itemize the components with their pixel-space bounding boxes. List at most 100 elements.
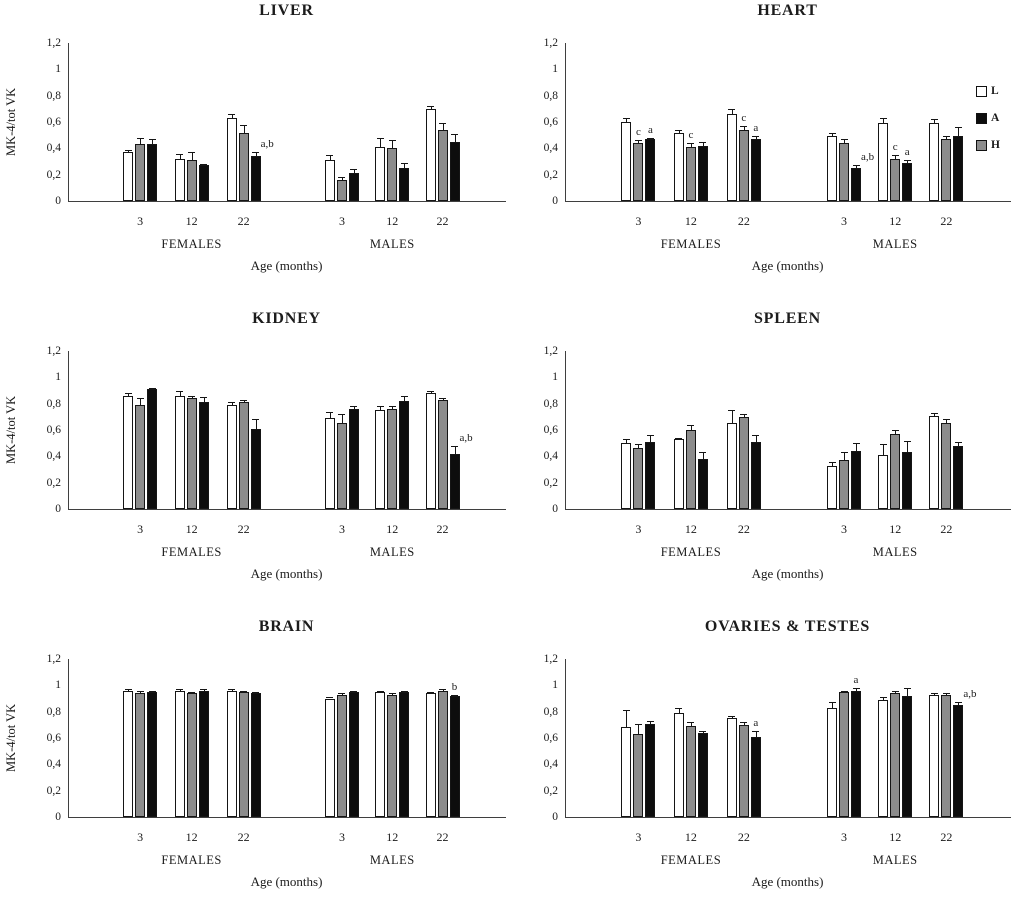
error-bar-cap [228,689,236,691]
error-bar-cap [622,710,630,712]
error-bar-cap [634,723,642,725]
bar-l-males-3 [827,465,837,509]
x-tick-label-age: 12 [684,830,697,844]
bar-h-females-3 [135,404,146,509]
error-bar [380,406,382,411]
error-bar-cap [376,406,384,408]
bar-h-males-12 [387,694,398,817]
bar-h-females-3 [135,144,146,201]
error-bar-cap [646,435,654,437]
y-tick-label: 0,4 [46,758,61,771]
bar-h-males-12 [890,433,901,509]
bar-l-females-3 [123,395,134,509]
error-bar [442,123,444,130]
error-bar [755,136,757,140]
error-bar-cap [388,140,396,142]
bar-a-females-3 [147,389,158,509]
error-bar [329,411,331,419]
error-bar-cap [699,731,707,733]
bar-a-females-3 [147,691,158,817]
error-bar [191,395,193,399]
error-bar [638,140,640,144]
bar-a-males-3 [348,408,359,509]
error-bar-cap [891,430,899,431]
significance-note: a,b [459,431,473,444]
bar-h-females-12 [186,160,197,201]
x-tick-label-age: 12 [684,214,697,228]
section-label-females: FEMALES [660,545,722,559]
y-tick-label: 0,4 [46,450,61,463]
bar-l-females-12 [673,712,684,817]
y-tick-label: 0,6 [543,424,558,436]
x-tick-label-age: 22 [436,830,449,844]
error-bar [454,133,456,142]
error-bar-cap [326,697,334,699]
error-bar-cap [828,461,836,463]
bar-l-females-12 [174,395,185,509]
plot-area [565,43,1011,202]
bar-h-females-12 [186,693,197,817]
bar-h-males-22 [941,423,952,509]
error-bar [454,445,456,454]
error-bar [353,406,355,409]
bar-l-females-22 [726,114,737,201]
bar-a-males-3 [348,173,359,201]
chart-title-liver: LIVER [259,2,314,19]
error-bar [844,139,845,144]
error-bar-cap [188,691,196,693]
y-tick-label: 0,8 [46,397,61,410]
plot-area [68,659,506,818]
error-bar [626,118,628,122]
significance-note: a [753,717,759,730]
legend-item-a: A [976,111,1000,125]
error-bar-cap [188,395,196,397]
bar-a-females-3 [645,723,656,817]
error-bar [128,149,130,153]
y-tick-label: 0,2 [543,168,558,181]
error-bar [140,398,142,405]
error-bar-cap [176,689,184,691]
error-bar [650,720,652,724]
bar-h-females-12 [685,726,696,817]
legend-item-h: H [976,138,1000,152]
x-tick-label-age: 22 [237,830,250,844]
error-bar-cap [326,154,334,156]
bar-a-females-3 [645,139,656,201]
bar-l-females-22 [226,404,237,509]
error-bar-cap [252,419,260,421]
bar-h-females-3 [633,448,644,509]
error-bar-cap [954,127,962,129]
x-tick-label-age: 3 [841,522,847,536]
error-bar [907,687,909,696]
bar-l-males-12 [375,691,386,817]
error-bar [638,723,640,735]
bar-h-females-3 [633,143,644,201]
error-bar [678,129,680,133]
bar-a-females-3 [147,144,158,201]
chart-heart: HEART Age (months) L A H 1,2 1 0,8 0,6 0,4 0,… [512,0,1024,290]
bar-l-males-12 [375,147,386,201]
error-bar-cap [400,395,408,397]
error-bar [231,402,233,405]
error-bar-cap [388,406,396,408]
bar-l-females-22 [726,718,737,817]
plot-area [68,43,506,202]
bar-h-females-22 [238,691,249,817]
error-bar [743,722,745,725]
error-bar-cap [840,690,848,692]
error-bar [140,690,142,694]
bar-a-females-22 [250,693,261,817]
bar-l-females-3 [621,727,632,817]
error-bar-cap [675,129,683,131]
error-bar [430,106,432,109]
y-tick-label: 0 [55,811,61,823]
chart-spleen: SPLEEN Age (months) 1,2 1 0,8 0,6 0,4 0,2 0 3 12… [512,308,1024,598]
x-tick-label-age: 3 [338,522,345,536]
error-bar-cap [451,694,458,696]
error-bar [140,137,142,145]
error-bar-cap [350,690,358,692]
y-tick-label: 0,8 [543,705,558,718]
section-label-females: FEMALES [660,237,722,251]
error-bar [856,165,857,169]
